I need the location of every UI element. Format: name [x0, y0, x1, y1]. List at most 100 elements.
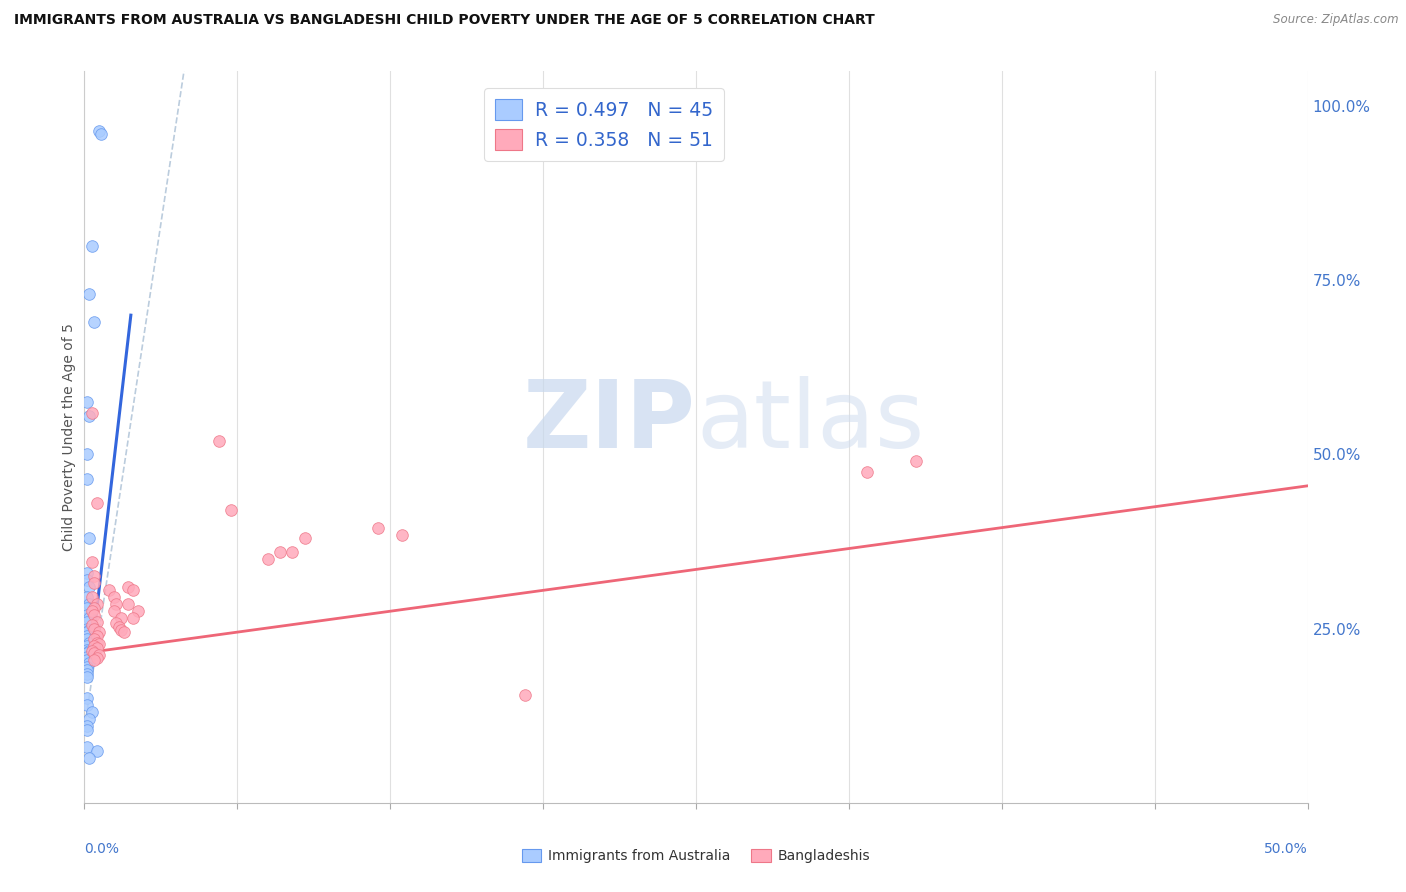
Point	[76, 625, 98, 640]
Point	[76, 740, 98, 755]
Point	[76, 723, 98, 737]
Point	[76, 691, 98, 706]
Point	[281, 545, 304, 559]
Point	[86, 496, 108, 510]
Point	[269, 545, 291, 559]
Point	[219, 503, 242, 517]
Point	[76, 615, 98, 629]
Point	[80, 406, 103, 420]
Point	[86, 743, 108, 757]
Point	[103, 604, 125, 618]
Point	[367, 521, 389, 535]
Point	[83, 653, 105, 667]
Point	[77, 712, 100, 726]
Point	[80, 644, 103, 658]
Point	[257, 552, 280, 566]
Point	[127, 604, 149, 618]
Point	[77, 635, 100, 649]
Point	[80, 591, 103, 605]
Point	[76, 395, 98, 409]
Legend: Immigrants from Australia, Bangladeshis: Immigrants from Australia, Bangladeshis	[516, 844, 876, 869]
Point	[83, 607, 105, 622]
Text: 50.0%: 50.0%	[1264, 842, 1308, 855]
Point	[105, 597, 128, 611]
Point	[77, 750, 100, 764]
Point	[294, 531, 316, 545]
Point	[103, 591, 125, 605]
Point	[107, 620, 129, 634]
Point	[76, 448, 98, 462]
Point	[87, 625, 110, 640]
Point	[117, 597, 139, 611]
Point	[86, 615, 108, 629]
Point	[83, 632, 105, 646]
Point	[513, 688, 536, 702]
Point	[76, 698, 98, 713]
Point	[208, 434, 231, 448]
Point	[105, 616, 128, 631]
Point	[97, 583, 120, 598]
Point	[80, 238, 103, 252]
Point	[86, 629, 108, 643]
Point	[77, 531, 100, 545]
Point	[80, 705, 103, 719]
Point	[76, 646, 98, 660]
Point	[76, 622, 98, 636]
Point	[905, 454, 928, 468]
Point	[76, 660, 98, 674]
Point	[122, 611, 145, 625]
Text: IMMIGRANTS FROM AUSTRALIA VS BANGLADESHI CHILD POVERTY UNDER THE AGE OF 5 CORREL: IMMIGRANTS FROM AUSTRALIA VS BANGLADESHI…	[14, 13, 875, 28]
Point	[76, 653, 98, 667]
Point	[83, 622, 105, 636]
Text: ZIP: ZIP	[523, 376, 696, 468]
Point	[77, 409, 100, 424]
Point	[76, 632, 98, 646]
Point	[391, 527, 413, 541]
Point	[76, 573, 98, 587]
Point	[76, 667, 98, 681]
Point	[87, 648, 110, 662]
Point	[77, 657, 100, 671]
Point	[77, 287, 100, 301]
Point	[83, 646, 105, 660]
Point	[110, 611, 132, 625]
Point	[77, 623, 100, 637]
Point	[76, 670, 98, 684]
Point	[86, 651, 108, 665]
Point	[76, 600, 98, 615]
Point	[77, 597, 100, 611]
Point	[80, 604, 103, 618]
Point	[80, 556, 103, 570]
Point	[112, 625, 135, 640]
Point	[76, 642, 98, 657]
Point	[76, 629, 98, 643]
Point	[83, 569, 105, 583]
Point	[83, 600, 105, 615]
Y-axis label: Child Poverty Under the Age of 5: Child Poverty Under the Age of 5	[62, 323, 76, 551]
Point	[83, 639, 105, 653]
Point	[86, 635, 108, 649]
Point	[87, 637, 110, 651]
Text: Source: ZipAtlas.com: Source: ZipAtlas.com	[1274, 13, 1399, 27]
Text: 0.0%: 0.0%	[84, 842, 120, 855]
Point	[856, 465, 879, 479]
Point	[76, 566, 98, 580]
Point	[77, 580, 100, 594]
Point	[76, 649, 98, 664]
Point	[90, 127, 112, 141]
Point	[77, 644, 100, 658]
Point	[86, 597, 108, 611]
Point	[117, 580, 139, 594]
Point	[76, 591, 98, 605]
Point	[83, 315, 105, 329]
Point	[77, 611, 100, 625]
Point	[76, 719, 98, 733]
Point	[80, 618, 103, 632]
Text: atlas: atlas	[696, 376, 924, 468]
Point	[110, 623, 132, 637]
Point	[87, 123, 110, 137]
Point	[122, 583, 145, 598]
Point	[76, 664, 98, 678]
Point	[76, 639, 98, 653]
Point	[83, 576, 105, 591]
